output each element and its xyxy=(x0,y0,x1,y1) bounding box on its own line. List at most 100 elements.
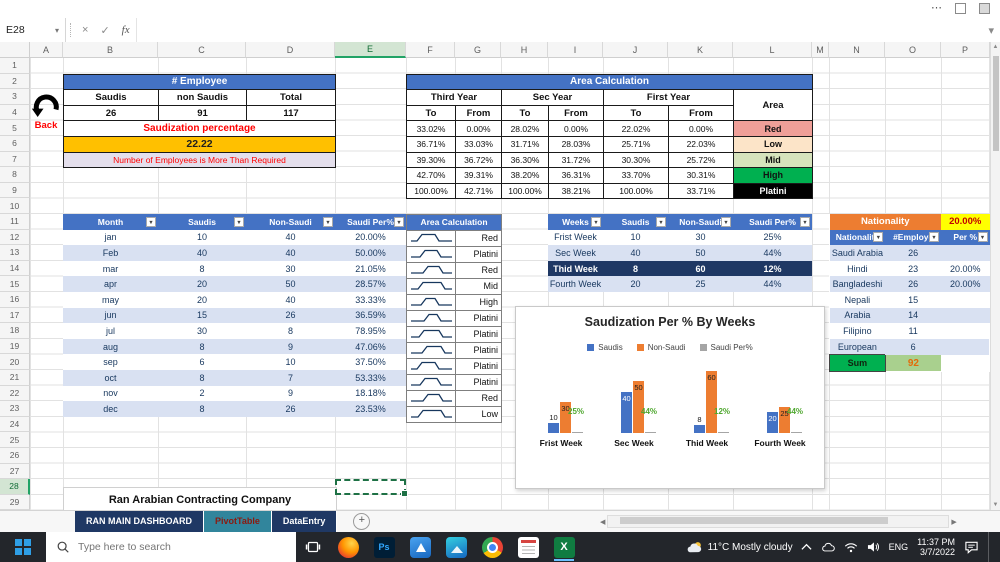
column-header-k[interactable]: K xyxy=(668,42,733,58)
sheet-tab-ran-main-dashboard[interactable]: RAN MAIN DASHBOARD xyxy=(75,511,204,532)
row-header-26[interactable]: 26 xyxy=(0,448,30,464)
taskbar-app-excel[interactable]: X xyxy=(546,532,582,562)
insert-function-icon[interactable]: fx xyxy=(121,24,130,36)
filter-dropdown-icon[interactable]: ▼ xyxy=(977,232,988,243)
enter-icon[interactable]: ✓ xyxy=(100,24,110,37)
language-indicator[interactable]: ENG xyxy=(888,542,909,552)
taskbar-clock[interactable]: 11:37 PM 3/7/2022 xyxy=(917,537,955,558)
show-desktop-button[interactable] xyxy=(988,532,994,562)
select-all-corner[interactable] xyxy=(0,42,30,58)
vertical-scroll-track[interactable] xyxy=(991,52,1000,500)
vertical-scrollbar[interactable]: ▲ ▼ xyxy=(990,42,1000,510)
filter-dropdown-icon[interactable]: ▼ xyxy=(146,216,156,227)
row-header-8[interactable]: 8 xyxy=(0,167,30,183)
start-button[interactable] xyxy=(0,532,46,562)
scroll-left-icon[interactable]: ◀ xyxy=(600,518,606,526)
row-header-17[interactable]: 17 xyxy=(0,307,30,324)
taskbar-app-teal[interactable] xyxy=(438,532,474,562)
row-header-25[interactable]: 25 xyxy=(0,432,30,448)
column-header-e[interactable]: E xyxy=(335,42,406,58)
row-header-2[interactable]: 2 xyxy=(0,73,30,90)
row-header-14[interactable]: 14 xyxy=(0,260,30,277)
filter-dropdown-icon[interactable]: ▼ xyxy=(323,216,333,227)
row-header-3[interactable]: 3 xyxy=(0,89,30,105)
spreadsheet-grid[interactable]: Back Saudization Per % By Weeks Saudis No… xyxy=(0,42,990,510)
taskbar-app-blue[interactable] xyxy=(402,532,438,562)
column-header-f[interactable]: F xyxy=(406,42,455,58)
horizontal-scrollbar[interactable]: ◀ ▶ xyxy=(600,514,957,529)
column-header-b[interactable]: B xyxy=(63,42,158,58)
column-header-p[interactable]: P xyxy=(941,42,990,58)
taskbar-app-calendar[interactable] xyxy=(510,532,546,562)
column-header-c[interactable]: C xyxy=(158,42,246,58)
formula-bar-expand-icon[interactable]: ▾ xyxy=(988,24,994,37)
scroll-right-icon[interactable]: ▶ xyxy=(951,518,957,526)
weeks-chart[interactable]: Saudization Per % By Weeks Saudis Non-Sau… xyxy=(515,306,825,489)
row-header-28[interactable]: 28 xyxy=(0,479,30,495)
sheet-tab-dataentry[interactable]: DataEntry xyxy=(271,511,338,532)
row-header-5[interactable]: 5 xyxy=(0,120,30,136)
row-header-15[interactable]: 15 xyxy=(0,276,30,292)
cancel-icon[interactable]: × xyxy=(82,24,89,36)
hidden-icons-chevron[interactable] xyxy=(801,543,812,551)
scroll-down-icon[interactable]: ▼ xyxy=(992,502,999,508)
task-view-button[interactable] xyxy=(296,532,330,562)
formula-input[interactable] xyxy=(135,18,983,42)
row-header-22[interactable]: 22 xyxy=(0,385,30,402)
taskbar-search[interactable] xyxy=(46,532,296,562)
name-box-dropdown-icon[interactable]: ▾ xyxy=(54,25,59,35)
back-navigation[interactable]: Back xyxy=(26,87,66,131)
row-header-29[interactable]: 29 xyxy=(0,494,30,510)
horizontal-scroll-thumb[interactable] xyxy=(620,517,889,524)
taskbar-app-photoshop[interactable]: Ps xyxy=(366,532,402,562)
row-header-11[interactable]: 11 xyxy=(0,214,30,230)
column-header-h[interactable]: H xyxy=(501,42,548,58)
action-center-icon[interactable] xyxy=(964,540,979,554)
filter-dropdown-icon[interactable]: ▼ xyxy=(234,216,244,227)
row-header-18[interactable]: 18 xyxy=(0,323,30,339)
row-header-13[interactable]: 13 xyxy=(0,245,30,261)
row-header-1[interactable]: 1 xyxy=(0,58,30,74)
filter-dropdown-icon[interactable]: ▼ xyxy=(800,216,810,227)
volume-icon[interactable] xyxy=(867,541,880,553)
company-textbox[interactable]: Ran Arabian Contracting Company xyxy=(63,487,337,510)
search-input[interactable] xyxy=(76,540,260,554)
column-header-l[interactable]: L xyxy=(733,42,812,58)
filter-dropdown-icon[interactable]: ▼ xyxy=(591,216,601,227)
vertical-scroll-thumb[interactable] xyxy=(993,56,999,151)
column-header-m[interactable]: M xyxy=(812,42,829,58)
row-header-4[interactable]: 4 xyxy=(0,104,30,121)
column-header-o[interactable]: O xyxy=(885,42,941,58)
row-header-27[interactable]: 27 xyxy=(0,463,30,480)
add-sheet-button[interactable]: + xyxy=(353,513,371,530)
name-box[interactable]: E28 ▾ xyxy=(0,18,66,42)
row-header-23[interactable]: 23 xyxy=(0,401,30,417)
weather-widget[interactable]: 11°C Mostly cloudy xyxy=(678,540,801,554)
row-header-16[interactable]: 16 xyxy=(0,292,30,308)
ribbon-more-icon[interactable]: ⋯ xyxy=(931,2,942,14)
column-header-n[interactable]: N xyxy=(829,42,885,58)
row-header-12[interactable]: 12 xyxy=(0,229,30,246)
wifi-icon[interactable] xyxy=(844,542,858,553)
filter-dropdown-icon[interactable]: ▼ xyxy=(656,216,666,227)
column-header-g[interactable]: G xyxy=(455,42,501,58)
horizontal-scroll-track[interactable] xyxy=(607,515,950,528)
row-header-21[interactable]: 21 xyxy=(0,370,30,386)
filter-dropdown-icon[interactable]: ▼ xyxy=(928,232,939,243)
ribbon-display-options-icon[interactable] xyxy=(955,2,966,14)
sheet-tab-pivottable[interactable]: PivotTable xyxy=(204,511,272,532)
row-header-20[interactable]: 20 xyxy=(0,354,30,370)
taskbar-app-chrome[interactable] xyxy=(474,532,510,562)
column-header-i[interactable]: I xyxy=(548,42,603,58)
filter-dropdown-icon[interactable]: ▼ xyxy=(873,232,884,243)
row-header-9[interactable]: 9 xyxy=(0,182,30,199)
taskbar-app-firefox[interactable] xyxy=(330,532,366,562)
row-header-6[interactable]: 6 xyxy=(0,136,30,152)
window-controls-icon[interactable] xyxy=(979,2,990,14)
onedrive-cloud-icon[interactable] xyxy=(821,541,835,553)
column-header-a[interactable]: A xyxy=(30,42,63,58)
row-header-7[interactable]: 7 xyxy=(0,151,30,168)
column-header-d[interactable]: D xyxy=(246,42,335,58)
filter-dropdown-icon[interactable]: ▼ xyxy=(394,216,404,227)
filter-dropdown-icon[interactable]: ▼ xyxy=(721,216,731,227)
